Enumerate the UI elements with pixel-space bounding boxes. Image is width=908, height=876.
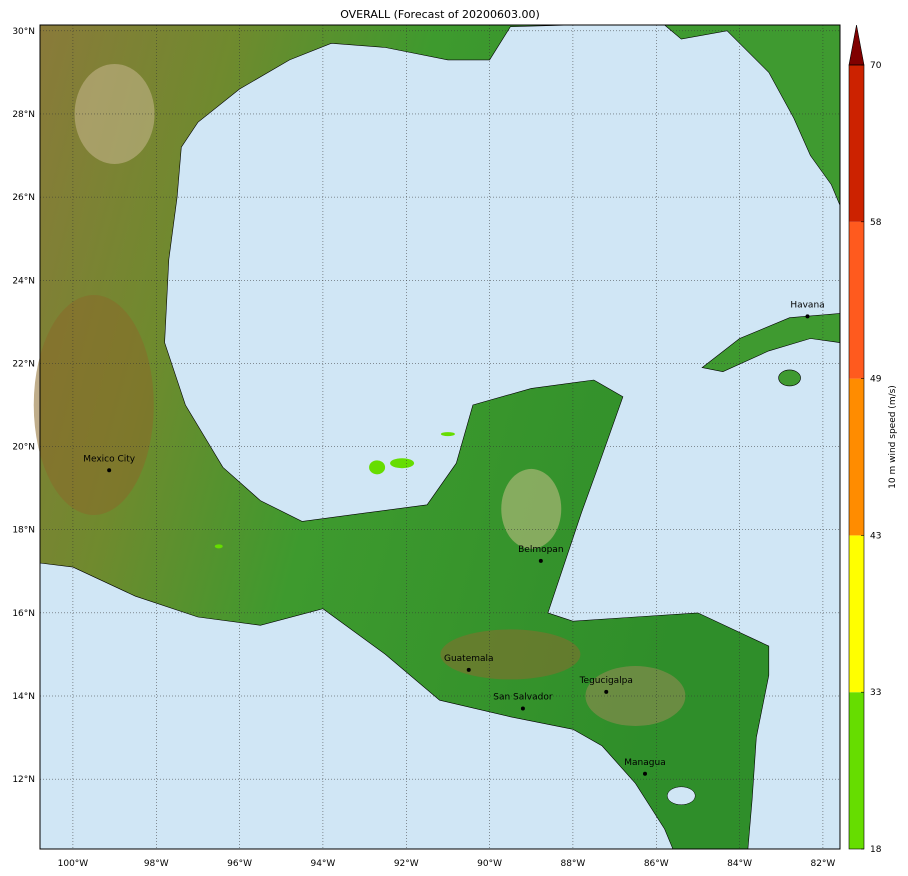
lat-tick-label: 26°N xyxy=(12,193,35,203)
colorbar-tick-label: 58 xyxy=(870,218,882,228)
map-frame xyxy=(39,24,841,850)
colorbar-tick-label: 70 xyxy=(870,61,882,71)
lat-tick-label: 24°N xyxy=(12,276,35,286)
colorbar-segment xyxy=(849,221,864,379)
axis-ticks: 100°W 98°W 96°W 94°W 92°W 90°W 88°W 86°W 84°W 82°… xyxy=(12,27,835,869)
lat-tick-label: 14°N xyxy=(12,692,35,702)
colorbar-tick-label: 49 xyxy=(870,375,882,385)
colorbar-extend-arrow xyxy=(848,24,865,66)
city-dot xyxy=(466,667,471,672)
city-label: Tegucigalpa xyxy=(579,676,633,686)
colorbar-segment xyxy=(849,535,864,693)
lat-tick-label: 16°N xyxy=(12,609,35,619)
lon-tick-label: 92°W xyxy=(394,859,419,869)
wind-patch xyxy=(369,460,386,475)
lat-tick-label: 18°N xyxy=(12,526,35,536)
lat-tick-label: 22°N xyxy=(12,359,35,369)
terrain-shade xyxy=(440,629,581,680)
colorbar-tick-label: 43 xyxy=(870,531,881,541)
colorbar-segment xyxy=(849,65,864,222)
city-label: Guatemala xyxy=(444,654,494,664)
terrain-shade xyxy=(501,468,562,549)
land-layer xyxy=(33,24,841,850)
lon-tick-label: 96°W xyxy=(227,859,252,869)
lon-tick-label: 98°W xyxy=(144,859,169,869)
city-dot xyxy=(643,771,647,776)
city-label: San Salvador xyxy=(493,692,553,702)
lat-tick-label: 30°N xyxy=(12,27,35,37)
lat-tick-label: 20°N xyxy=(12,443,35,453)
colorbar: 18 33 43 49 58 70 xyxy=(848,24,882,855)
lat-tick-label: 12°N xyxy=(12,775,35,785)
colorbar-tick-label: 33 xyxy=(870,688,881,698)
terrain-shade xyxy=(74,63,155,164)
wind-patch xyxy=(440,432,455,437)
city-dot xyxy=(604,689,609,694)
lake-nicaragua xyxy=(667,786,696,806)
lon-tick-label: 88°W xyxy=(560,859,585,869)
lon-tick-label: 82°W xyxy=(810,859,835,869)
city-dot xyxy=(538,558,543,563)
mainland xyxy=(39,24,770,850)
colorbar-tick-label: 18 xyxy=(870,845,882,855)
lat-tick-label: 28°N xyxy=(12,110,35,120)
lon-tick-label: 100°W xyxy=(58,859,89,869)
isle-of-youth xyxy=(778,369,801,387)
city-dot xyxy=(107,468,112,473)
wind-patch xyxy=(390,458,415,469)
city-markers: Mexico City Havana Belmopan Guatemala San Sa… xyxy=(83,300,825,776)
terrain-shade xyxy=(585,666,686,727)
terrain-shade xyxy=(33,294,154,515)
graticule xyxy=(40,25,840,849)
colorbar-frame xyxy=(848,64,865,850)
map-title: OVERALL (Forecast of 20200603.00) xyxy=(340,8,540,21)
city-label: Havana xyxy=(790,300,824,310)
lon-tick-label: 90°W xyxy=(477,859,502,869)
city-label: Mexico City xyxy=(83,454,136,464)
lon-tick-label: 84°W xyxy=(727,859,752,869)
wind-speed-layer xyxy=(214,432,455,549)
city-dot xyxy=(805,314,810,319)
lon-tick-label: 86°W xyxy=(644,859,669,869)
city-label: Managua xyxy=(624,758,665,768)
colorbar-segment xyxy=(849,692,864,849)
wind-patch xyxy=(214,544,223,549)
city-dot xyxy=(520,706,525,711)
colorbar-segment xyxy=(849,378,864,536)
city-label: Belmopan xyxy=(518,545,563,555)
lon-tick-label: 94°W xyxy=(310,859,335,869)
colorbar-label: 10 m wind speed (m/s) xyxy=(888,385,898,489)
